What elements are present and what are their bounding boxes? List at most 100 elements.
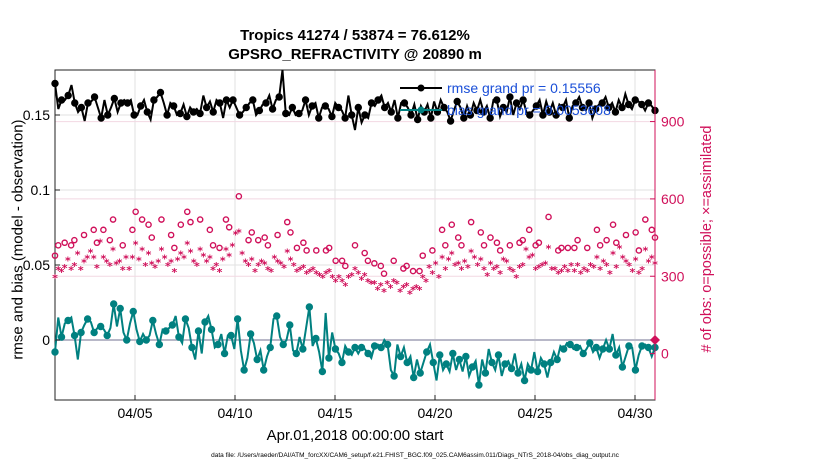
bias-point	[540, 360, 548, 368]
bias-point	[644, 343, 653, 352]
obs-possible-point	[535, 239, 543, 247]
bias-point	[123, 336, 131, 344]
obs-possible-point	[545, 213, 552, 221]
bias-point	[455, 355, 464, 364]
bias-point	[194, 327, 203, 335]
obs-assimilated-point: *	[481, 264, 487, 277]
legend-marker	[417, 84, 425, 92]
obs-possible-point	[177, 221, 185, 228]
obs-assimilated-point: *	[507, 264, 513, 277]
obs-assimilated-point: *	[433, 258, 439, 271]
rmse-point	[196, 109, 204, 118]
rmse-point	[506, 93, 514, 101]
obs-assimilated-point: *	[384, 278, 390, 291]
rmse-point	[189, 108, 198, 116]
rmse-point	[150, 96, 158, 104]
obs-assimilated-point: *	[159, 244, 165, 257]
obs-possible-point	[609, 221, 617, 228]
bias-point	[279, 340, 287, 349]
obs-assimilated-point: *	[288, 254, 294, 267]
obs-assimilated-point: *	[104, 256, 110, 269]
obs-possible-point	[403, 262, 410, 270]
obs-possible-point	[119, 242, 127, 249]
bias-point	[553, 355, 561, 364]
bias-point	[90, 328, 98, 337]
obs-assimilated-point: *	[339, 276, 345, 289]
obs-possible-point	[274, 231, 281, 239]
rmse-point	[315, 114, 323, 122]
obs-assimilated-point: *	[462, 256, 468, 269]
obs-assimilated-point: *	[71, 260, 77, 273]
obs-assimilated-point: *	[517, 262, 523, 275]
obs-assimilated-point: *	[262, 258, 268, 271]
bias-point	[331, 345, 340, 353]
rmse-point	[202, 103, 211, 112]
obs-assimilated-point: *	[539, 260, 545, 273]
x-tick-label: 04/25	[517, 405, 552, 421]
obs-possible-point	[493, 239, 501, 247]
rmse-point	[229, 96, 237, 104]
obs-possible-point	[632, 229, 639, 236]
obs-possible-point	[171, 244, 178, 252]
rmse-series	[51, 69, 659, 131]
bias-point	[514, 369, 522, 377]
rmse-point	[407, 111, 415, 119]
bias-point	[625, 342, 633, 350]
bias-point	[103, 331, 111, 340]
obs-possible-point	[429, 247, 436, 254]
rmse-point	[130, 111, 138, 119]
y-tick-label-left: 0.1	[31, 182, 51, 198]
bias-point	[436, 351, 444, 359]
obs-assimilated-point: *	[620, 252, 626, 265]
rmse-point	[374, 96, 382, 104]
rmse-point	[169, 102, 178, 110]
obs-assimilated-point: *	[291, 260, 297, 273]
obs-assimilated-point: *	[281, 262, 287, 275]
y-tick-label-right: 900	[661, 114, 685, 130]
obs-possible-point	[145, 221, 152, 228]
obs-possible-point	[261, 234, 268, 241]
obs-assimilated-point: *	[271, 252, 277, 265]
obs-assimilated-point: *	[175, 254, 181, 267]
rmse-point	[572, 99, 580, 107]
obs-possible-point	[51, 252, 59, 259]
obs-assimilated-point: *	[352, 264, 358, 277]
rmse-point	[453, 97, 461, 106]
obs-assimilated-point: *	[452, 260, 458, 273]
obs-assimilated-point: *	[559, 266, 565, 279]
obs-assimilated-point: *	[594, 252, 600, 265]
rmse-point	[624, 100, 633, 109]
bias-point	[344, 348, 353, 356]
bias-point	[51, 348, 59, 356]
obs-assimilated-point: *	[523, 244, 529, 257]
obs-possible-point	[438, 226, 446, 234]
obs-assimilated-point: *	[617, 242, 623, 255]
bias-point	[638, 342, 646, 350]
obs-assimilated-point: *	[378, 280, 384, 293]
obs-assimilated-point: *	[446, 254, 452, 267]
bias-point	[136, 337, 144, 346]
rmse-point	[413, 115, 422, 124]
bias-point	[70, 331, 79, 340]
obs-assimilated-point: *	[581, 264, 587, 277]
obs-assimilated-point: *	[552, 264, 558, 277]
obs-possible-point	[642, 216, 649, 223]
bias-point	[116, 304, 124, 313]
obs-possible-point	[167, 231, 175, 239]
rmse-point	[341, 114, 349, 122]
bias-point	[494, 351, 503, 359]
rmse-point	[466, 111, 475, 119]
obs-possible-point	[61, 239, 68, 247]
obs-assimilated-point: *	[194, 260, 200, 273]
rmse-point	[262, 99, 270, 107]
bias-point	[586, 339, 594, 347]
y-tick-label-left: 0	[42, 332, 50, 348]
obs-assimilated-point: *	[526, 252, 532, 265]
obs-possible-point	[300, 239, 307, 247]
rmse-point	[235, 111, 244, 119]
obs-assimilated-point: *	[420, 272, 426, 285]
obs-assimilated-point: *	[155, 256, 161, 269]
obs-assimilated-point: *	[223, 244, 229, 257]
obs-assimilated-point: *	[236, 226, 242, 239]
bias-point	[162, 327, 170, 335]
